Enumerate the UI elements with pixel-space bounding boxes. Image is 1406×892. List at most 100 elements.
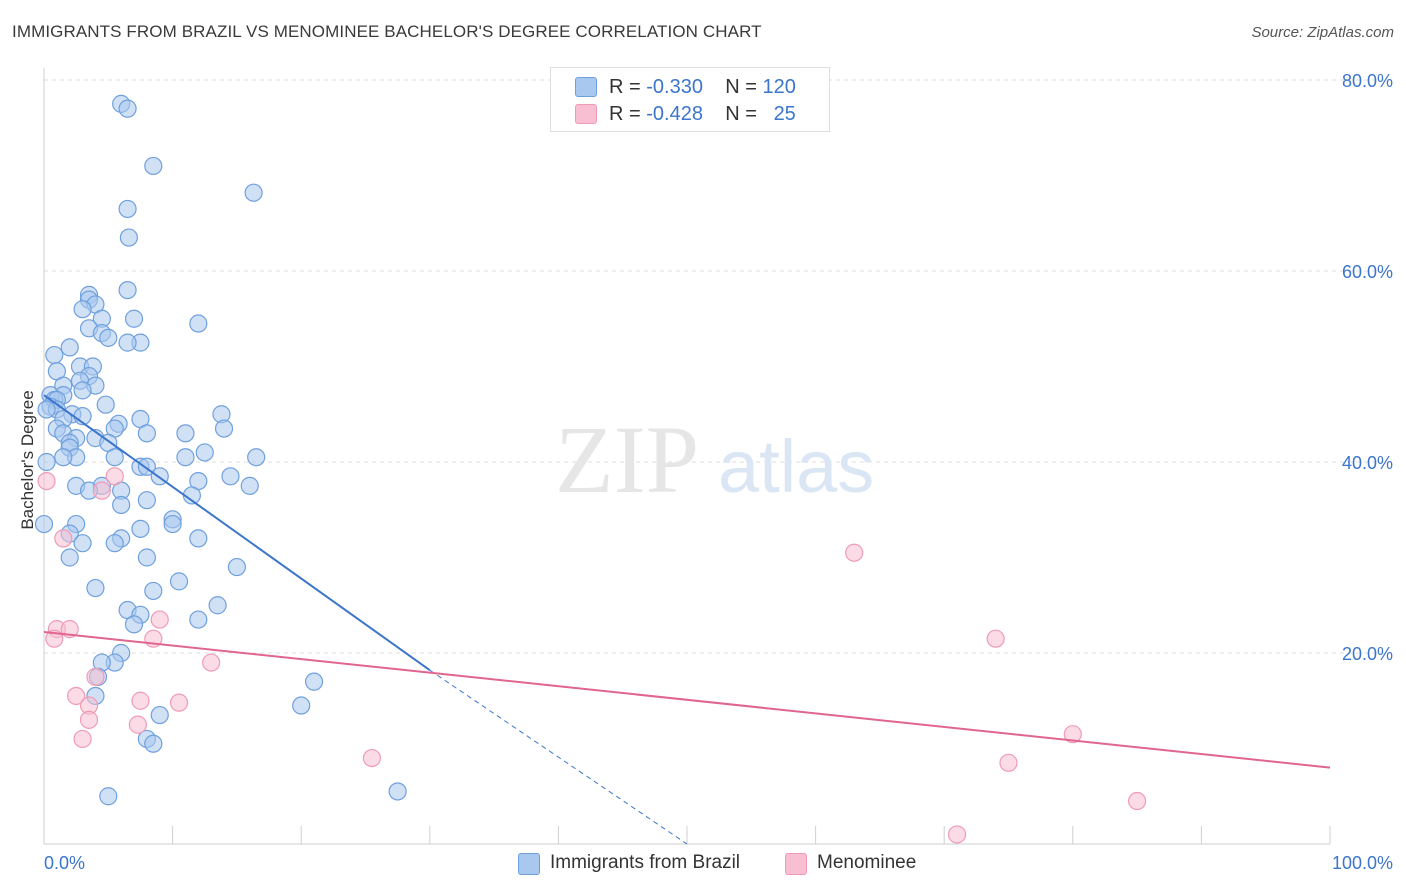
point-brazil — [137, 491, 156, 510]
point-brazil — [73, 534, 92, 553]
point-brazil — [163, 514, 182, 534]
trend-line-menominee — [43, 630, 1331, 769]
point-menominee — [86, 667, 105, 686]
point-brazil — [45, 345, 64, 365]
bottom-legend-swatch-pink — [785, 853, 807, 875]
point-menominee — [92, 481, 111, 500]
point-brazil — [189, 610, 208, 629]
point-brazil — [244, 183, 263, 202]
point-brazil — [105, 448, 124, 467]
bottom-legend-label-blue: Immigrants from Brazil — [550, 852, 741, 873]
point-brazil — [118, 199, 137, 219]
legend-n-value: 120 — [762, 76, 796, 98]
bottom-legend-swatch-blue — [518, 853, 540, 875]
legend-r-label: R = — [609, 76, 641, 98]
point-menominee — [67, 686, 86, 706]
point-menominee — [947, 825, 967, 844]
point-menominee — [169, 693, 189, 712]
point-menominee — [128, 715, 147, 734]
point-menominee — [1063, 725, 1082, 744]
point-brazil — [150, 705, 169, 725]
point-brazil — [388, 782, 407, 801]
point-brazil — [54, 448, 73, 467]
bottom-legend-label-pink: Menominee — [817, 852, 917, 873]
x-tick-label-start: 0.0% — [44, 853, 85, 873]
trend-line-brazil — [43, 394, 431, 672]
point-menominee — [1127, 791, 1147, 811]
trend-lines — [43, 394, 1331, 845]
x-tick-label-end: 100.0% — [1332, 853, 1393, 873]
point-brazil — [176, 424, 195, 443]
point-brazil — [221, 467, 240, 486]
point-menominee — [202, 653, 221, 672]
y-tick-label: 20.0% — [1342, 644, 1393, 664]
point-brazil — [37, 400, 56, 419]
legend-r-label: R = — [609, 103, 641, 125]
point-brazil — [131, 519, 150, 538]
y-tick-label: 60.0% — [1342, 262, 1393, 282]
legend-text-pink: R = -0.428 N = 25 — [609, 103, 796, 126]
point-brazil — [118, 333, 137, 352]
point-menominee — [845, 543, 864, 562]
point-brazil — [124, 309, 144, 328]
legend-n-label: N = — [725, 103, 757, 125]
point-brazil — [124, 615, 144, 634]
point-menominee — [999, 753, 1018, 772]
point-brazil — [105, 534, 124, 553]
point-brazil — [247, 448, 266, 467]
point-brazil — [304, 672, 324, 691]
point-brazil — [144, 156, 163, 176]
point-brazil — [60, 338, 79, 357]
point-brazil — [112, 495, 131, 515]
point-menominee — [131, 691, 150, 710]
point-brazil — [137, 424, 156, 443]
point-brazil — [37, 452, 56, 472]
point-brazil — [73, 300, 92, 319]
point-brazil — [144, 581, 163, 601]
legend-text-blue: R = -0.330 N = 120 — [609, 76, 796, 99]
y-tick-label: 80.0% — [1342, 71, 1393, 91]
watermark-atlas: atlas — [718, 425, 874, 508]
source-label: Source: ZipAtlas.com — [1251, 24, 1394, 41]
trend-line-brazil-extension — [429, 669, 688, 845]
legend-r-value: -0.330 — [646, 76, 703, 98]
point-brazil — [96, 395, 115, 414]
legend-n-value: 25 — [773, 103, 796, 125]
point-brazil — [99, 328, 118, 347]
tick-labels: 20.0% 40.0% 60.0% 80.0% 0.0% 100.0% — [44, 71, 1393, 873]
point-brazil — [118, 99, 137, 118]
point-brazil — [189, 314, 208, 333]
point-menominee — [37, 472, 56, 491]
chart-title: IMMIGRANTS FROM BRAZIL VS MENOMINEE BACH… — [12, 22, 762, 41]
point-brazil — [214, 419, 234, 438]
point-brazil — [99, 787, 118, 806]
point-brazil — [208, 596, 227, 615]
legend: R = -0.330 N = 120 R = -0.428 N = 25 — [550, 67, 830, 132]
point-menominee — [986, 629, 1005, 648]
grid-lines — [44, 79, 1393, 654]
watermark-zip: ZIP — [555, 406, 699, 513]
point-brazil — [227, 557, 246, 577]
point-brazil — [137, 548, 156, 567]
point-brazil — [169, 572, 189, 591]
legend-n-label: N = — [725, 76, 757, 98]
y-tick-label: 40.0% — [1342, 453, 1393, 473]
point-brazil — [240, 476, 259, 495]
point-brazil — [60, 548, 79, 567]
point-menominee — [79, 710, 99, 729]
data-points — [34, 94, 1147, 844]
y-axis-label: Bachelor's Degree — [18, 390, 37, 530]
point-brazil — [189, 529, 208, 548]
point-menominee — [54, 529, 73, 548]
point-brazil — [118, 281, 137, 300]
point-brazil — [292, 696, 311, 715]
point-brazil — [195, 443, 214, 462]
point-brazil — [176, 448, 195, 467]
point-brazil — [73, 381, 92, 400]
legend-r-value: -0.428 — [646, 103, 703, 125]
point-menominee — [73, 729, 92, 749]
point-brazil — [34, 514, 54, 534]
point-brazil — [144, 734, 163, 753]
point-menominee — [105, 467, 124, 486]
